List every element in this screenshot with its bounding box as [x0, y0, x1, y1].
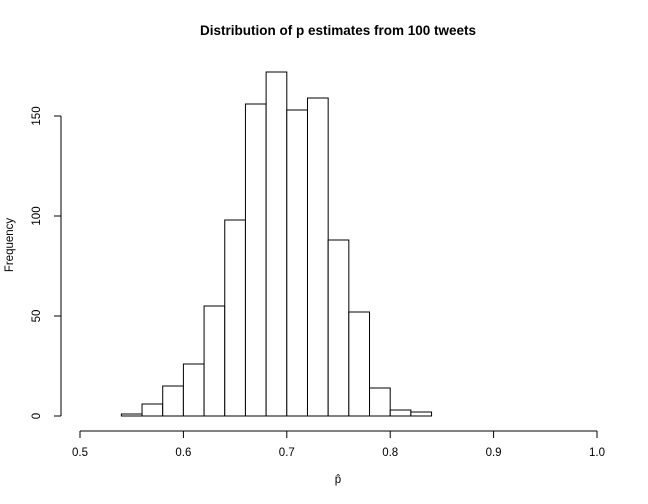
x-axis-label: p̂: [335, 474, 341, 486]
histogram-bar: [265, 71, 288, 417]
x-tick-label: 0.5: [72, 447, 88, 459]
histogram-bar: [369, 387, 391, 417]
histogram-bar: [389, 409, 412, 417]
histogram-bar: [182, 363, 205, 417]
x-axis: 0.5 0.6 0.7 0.8 0.9 1.0: [72, 430, 605, 459]
x-tick-label: 0.8: [382, 447, 398, 459]
histogram-bar: [203, 305, 226, 417]
x-tick-label: 0.9: [486, 447, 502, 459]
histogram-bar: [162, 385, 184, 417]
y-axis-label: Frequency: [4, 218, 16, 273]
histogram-bar: [327, 239, 350, 417]
histogram-bar: [141, 403, 164, 417]
histogram-bar: [410, 411, 433, 417]
bars-group: [120, 71, 433, 417]
y-axis: 0 50 100 150: [31, 106, 62, 419]
x-tick-label: 0.6: [175, 447, 191, 459]
x-tick-label: 1.0: [589, 447, 605, 459]
y-tick-label: 50: [31, 310, 43, 323]
histogram-bar: [286, 109, 308, 417]
y-tick-label: 100: [31, 206, 43, 225]
y-tick-label: 0: [31, 413, 43, 419]
histogram-bar: [244, 103, 267, 417]
histogram-bar: [120, 413, 143, 417]
chart-title: Distribution of p estimates from 100 twe…: [200, 23, 476, 38]
x-tick-label: 0.7: [279, 447, 295, 459]
y-tick-label: 150: [31, 106, 43, 125]
histogram-bar: [224, 219, 246, 417]
histogram-bar: [306, 97, 329, 417]
histogram-bar: [348, 311, 371, 417]
